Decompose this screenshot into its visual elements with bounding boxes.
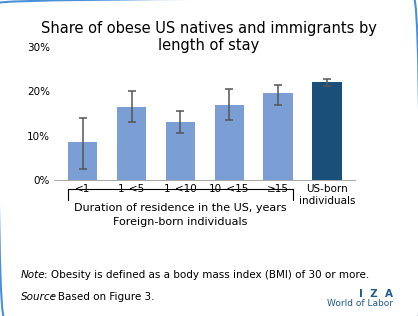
- Text: Source: Source: [21, 292, 57, 302]
- Text: Note: Note: [21, 270, 46, 280]
- Text: I  Z  A: I Z A: [359, 289, 393, 299]
- Bar: [68, 142, 97, 180]
- Bar: [312, 82, 342, 180]
- Text: : Obesity is defined as a body mass index (BMI) of 30 or more.: : Obesity is defined as a body mass inde…: [44, 270, 369, 280]
- Bar: [214, 105, 244, 180]
- Bar: [117, 107, 146, 180]
- Text: Duration of residence in the US, years: Duration of residence in the US, years: [74, 203, 287, 213]
- Bar: [263, 94, 293, 180]
- Text: World of Labor: World of Labor: [327, 299, 393, 308]
- Text: Foreign-born individuals: Foreign-born individuals: [113, 217, 247, 227]
- Text: : Based on Figure 3.: : Based on Figure 3.: [51, 292, 155, 302]
- Text: Share of obese US natives and immigrants by
length of stay: Share of obese US natives and immigrants…: [41, 21, 377, 53]
- Bar: [166, 122, 195, 180]
